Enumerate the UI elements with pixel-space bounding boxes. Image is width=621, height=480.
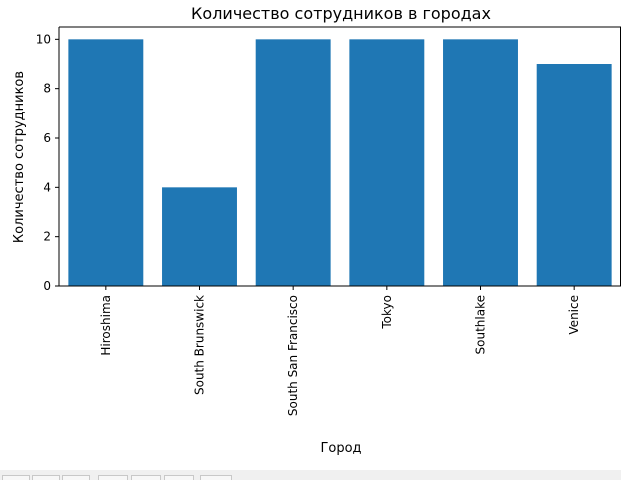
bar-hiroshima <box>68 39 144 287</box>
x-axis-ticks: Hiroshima South Brunswick South San Franci… <box>99 286 581 416</box>
home-button[interactable] <box>2 475 30 480</box>
bar-south-brunswick <box>162 187 237 286</box>
bar-venice <box>536 64 612 286</box>
y-tick-label: 6 <box>43 131 51 145</box>
x-tick-label: Southlake <box>474 295 488 354</box>
pan-button[interactable] <box>98 475 128 480</box>
zoom-button[interactable] <box>131 475 161 480</box>
y-axis-ticks: 0 2 4 6 8 10 <box>36 32 59 293</box>
back-button[interactable] <box>32 475 60 480</box>
save-button[interactable] <box>200 475 232 480</box>
x-axis-label: Город <box>320 441 361 456</box>
bar-tokyo <box>349 39 425 287</box>
chart-title: Количество сотрудников в городах <box>191 4 491 23</box>
y-tick-label: 4 <box>43 180 51 194</box>
x-tick-label: Hiroshima <box>99 295 113 356</box>
configure-subplots-button[interactable] <box>164 475 194 480</box>
forward-button[interactable] <box>62 475 90 480</box>
x-tick-label: Venice <box>567 295 581 335</box>
x-tick-label: South San Francisco <box>286 295 300 416</box>
x-tick-label: South Brunswick <box>193 295 207 395</box>
figure-toolbar <box>0 470 621 480</box>
x-tick-label: Tokyo <box>380 295 394 330</box>
y-axis-label: Количество сотрудников <box>12 71 27 243</box>
bars-layer <box>68 39 612 287</box>
bar-chart: Количество сотрудников в городах Количес… <box>12 4 621 456</box>
bar-southlake <box>443 39 518 287</box>
y-tick-label: 8 <box>43 82 51 96</box>
y-tick-label: 0 <box>43 279 51 293</box>
y-tick-label: 10 <box>36 32 51 46</box>
y-tick-label: 2 <box>43 230 51 244</box>
bar-south-san-francisco <box>255 39 331 287</box>
